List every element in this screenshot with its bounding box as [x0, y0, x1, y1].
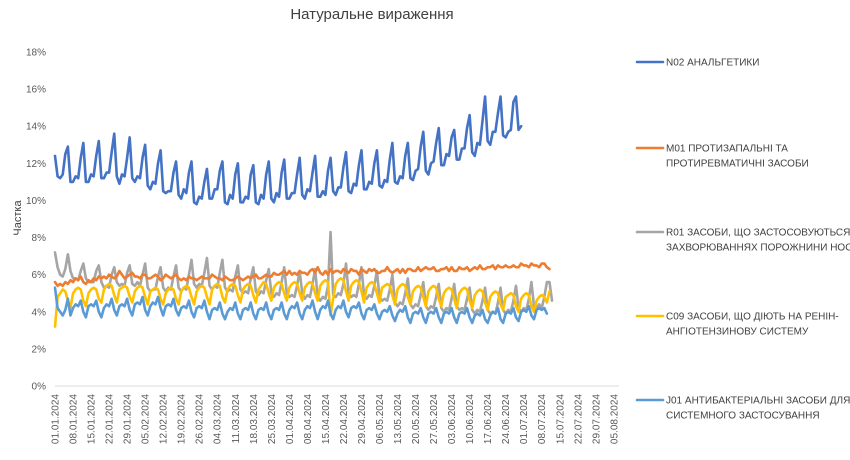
- legend-entry-line: C09 ЗАСОБИ, ЩО ДІЮТЬ НА РЕНІН-: [666, 312, 839, 323]
- legend-entry-label: C09 ЗАСОБИ, ЩО ДІЮТЬ НА РЕНІН- АНГІОТЕНЗИ…: [666, 312, 839, 338]
- x-tick-label: 25.03.2024: [267, 394, 278, 444]
- legend: N02 АНАЛЬГЕТИКИ M01 ПРОТИЗАПАЛЬНІ ТА ПРОТИ…: [635, 58, 850, 422]
- x-tick-label: 01.07.2024: [519, 394, 530, 444]
- legend-entry-label: R01 ЗАСОБИ, ЩО ЗАСТОСОВУЮТЬСЯ ПРИ ЗАХВОРЮ…: [666, 228, 850, 254]
- x-tick-label: 15.07.2024: [555, 394, 566, 444]
- x-tick-label: 05.02.2024: [141, 394, 152, 444]
- x-tick-label: 27.05.2024: [429, 394, 440, 444]
- y-tick-label: 0%: [32, 382, 47, 393]
- legend-entry-line: ПРОТИРЕВМАТИЧНІ ЗАСОБИ: [666, 159, 809, 170]
- series-line-m01: [53, 262, 551, 288]
- x-tick-label: 19.02.2024: [177, 394, 188, 444]
- x-tick-label: 03.06.2024: [447, 394, 458, 444]
- legend-entry-line: M01 ПРОТИЗАПАЛЬНІ ТА: [666, 144, 788, 155]
- legend-entry-label: N02 АНАЛЬГЕТИКИ: [666, 58, 759, 69]
- x-tick-label: 29.01.2024: [123, 394, 134, 444]
- series-line-n02: [53, 95, 523, 206]
- x-tick-label: 05.08.2024: [609, 394, 620, 444]
- x-tick-label: 17.06.2024: [483, 394, 494, 444]
- x-tick-label: 15.01.2024: [87, 394, 98, 444]
- x-tick-label: 24.06.2024: [501, 394, 512, 444]
- x-tick-label: 01.01.2024: [51, 394, 62, 444]
- x-tick-label: 01.04.2024: [285, 394, 296, 444]
- y-tick-label: 2%: [32, 344, 47, 355]
- x-tick-label: 29.04.2024: [357, 394, 368, 444]
- x-tick-label: 15.04.2024: [321, 394, 332, 444]
- legend-entry-line: ЗАХВОРЮВАННЯХ ПОРОЖНИНИ НОСА: [666, 243, 850, 254]
- legend-entry-label: J01 АНТИБАКТЕРІАЛЬНІ ЗАСОБИ ДЛЯ СИСТЕМНОГ…: [666, 396, 850, 422]
- legend-entry-line: АНГІОТЕНЗИНОВУ СИСТЕМУ: [666, 327, 809, 338]
- x-tick-label: 06.05.2024: [375, 394, 386, 444]
- y-tick-label: 4%: [32, 307, 47, 318]
- series-lines: [53, 95, 554, 328]
- y-tick-label: 8%: [32, 233, 47, 244]
- x-tick-label: 22.07.2024: [573, 394, 584, 444]
- x-tick-label: 04.03.2024: [213, 394, 224, 444]
- y-tick-label: 10%: [26, 196, 46, 207]
- y-tick-label: 18%: [26, 48, 46, 59]
- x-tick-label: 18.03.2024: [249, 394, 260, 444]
- x-tick-label: 08.04.2024: [303, 394, 314, 444]
- x-tick-label: 29.07.2024: [591, 394, 602, 444]
- chart-title: Натуральне вираження: [290, 6, 453, 23]
- x-tick-label: 26.02.2024: [195, 394, 206, 444]
- y-tick-label: 6%: [32, 270, 47, 281]
- x-tick-label: 20.05.2024: [411, 394, 422, 444]
- x-tick-label: 22.01.2024: [105, 394, 116, 444]
- y-axis-title: Частка: [12, 200, 24, 236]
- legend-entry-line: СИСТЕМНОГО ЗАСТОСУВАННЯ: [666, 411, 820, 422]
- series-line-c09: [53, 277, 551, 328]
- legend-entry-line: J01 АНТИБАКТЕРІАЛЬНІ ЗАСОБИ ДЛЯ: [666, 396, 850, 407]
- y-axis-ticks: 0% 2% 4% 6% 8% 10% 12% 14% 16% 18%: [26, 48, 46, 393]
- x-tick-label: 12.02.2024: [159, 394, 170, 444]
- y-tick-label: 12%: [26, 159, 46, 170]
- x-tick-label: 08.07.2024: [537, 394, 548, 444]
- series-line-j01: [53, 286, 549, 325]
- y-tick-label: 16%: [26, 85, 46, 96]
- legend-entry-line: R01 ЗАСОБИ, ЩО ЗАСТОСОВУЮТЬСЯ ПРИ: [666, 228, 850, 239]
- y-tick-label: 14%: [26, 122, 46, 133]
- x-tick-label: 11.03.2024: [231, 394, 242, 444]
- x-tick-label: 22.04.2024: [339, 394, 350, 444]
- x-tick-label: 08.01.2024: [69, 394, 80, 444]
- x-axis-ticks: 01.01.2024 08.01.2024 15.01.2024 22.01.2024…: [51, 394, 621, 444]
- x-tick-label: 10.06.2024: [465, 394, 476, 444]
- legend-entry-label: M01 ПРОТИЗАПАЛЬНІ ТА ПРОТИРЕВМАТИЧНІ ЗАСО…: [666, 144, 809, 170]
- x-tick-label: 13.05.2024: [393, 394, 404, 444]
